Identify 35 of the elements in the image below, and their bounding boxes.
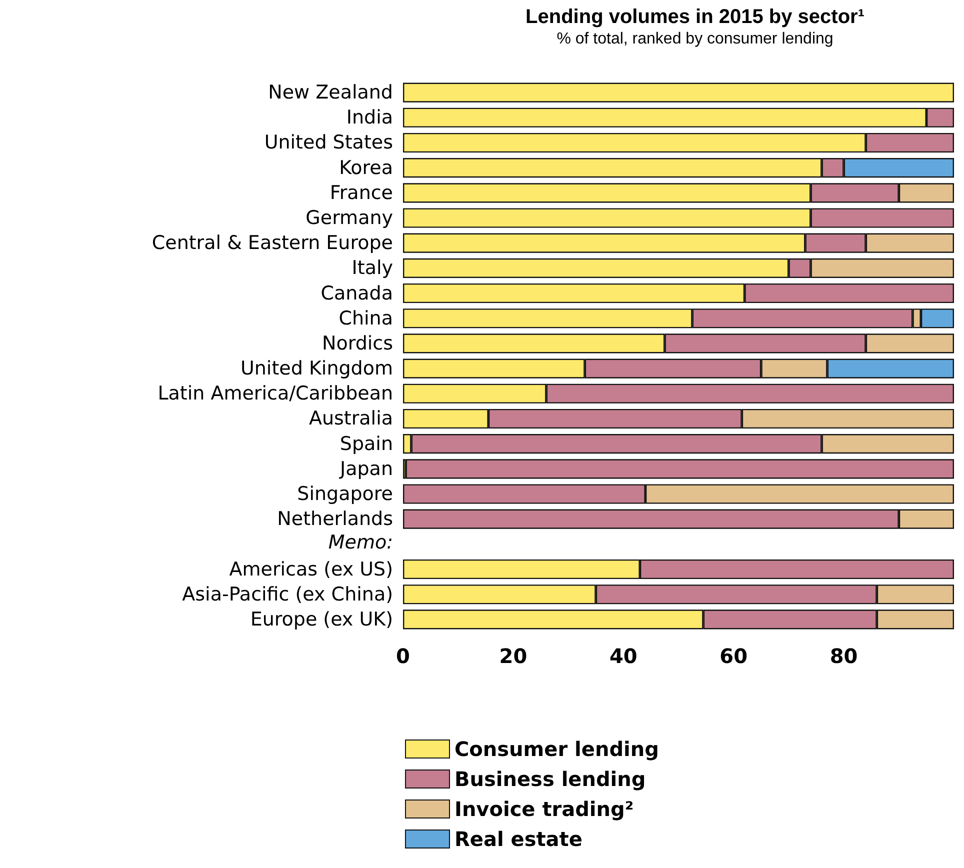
y-tick-label: Americas (ex US) (229, 558, 393, 580)
y-tick-label: Japan (339, 458, 393, 480)
x-tick-label: 40 (609, 644, 638, 668)
y-tick-label: Asia-Pacific (ex China) (182, 583, 393, 606)
y-tick-label: Spain (340, 432, 393, 455)
legend-label: Consumer lending (454, 737, 659, 761)
x-tick-label: 0 (396, 644, 410, 668)
x-tick-label: 80 (830, 644, 858, 668)
y-tick-label: United Kingdom (240, 358, 393, 380)
legend-label: Invoice trading² (454, 797, 634, 821)
y-tick-label: Europe (ex UK) (250, 608, 393, 630)
legend-label: Real estate (454, 827, 582, 851)
y-tick-label: China (338, 307, 393, 330)
legend-label: Business lending (454, 767, 646, 791)
text: Memo: (328, 532, 394, 554)
y-tick-label: Netherlands (277, 508, 393, 530)
y-tick-label: New Zealand (268, 82, 393, 104)
y-tick-label: Korea (339, 156, 393, 179)
bar (406, 459, 954, 479)
y-tick-label: India (346, 106, 393, 129)
x-tick-label: 20 (499, 644, 528, 668)
y-tick-label: Nordics (322, 332, 393, 354)
y-tick-label: Canada (320, 282, 393, 304)
y-tick-label: United States (264, 132, 393, 154)
y-tick-label: Singapore (297, 483, 393, 505)
y-tick-label: Latin America/Caribbean (158, 382, 393, 405)
y-tick-label: France (330, 182, 393, 204)
y-tick-label: Germany (306, 207, 393, 229)
x-tick-label: 60 (720, 644, 748, 668)
bar (403, 82, 954, 102)
y-tick-label: Australia (308, 408, 393, 430)
chart-title: Lending volumes in 2015 by sector¹ (526, 6, 865, 28)
chart-subtitle: % of total, ranked by consumer lending (556, 30, 834, 48)
y-tick-label: Italy (352, 257, 393, 280)
y-tick-label: Central & Eastern Europe (152, 232, 393, 254)
